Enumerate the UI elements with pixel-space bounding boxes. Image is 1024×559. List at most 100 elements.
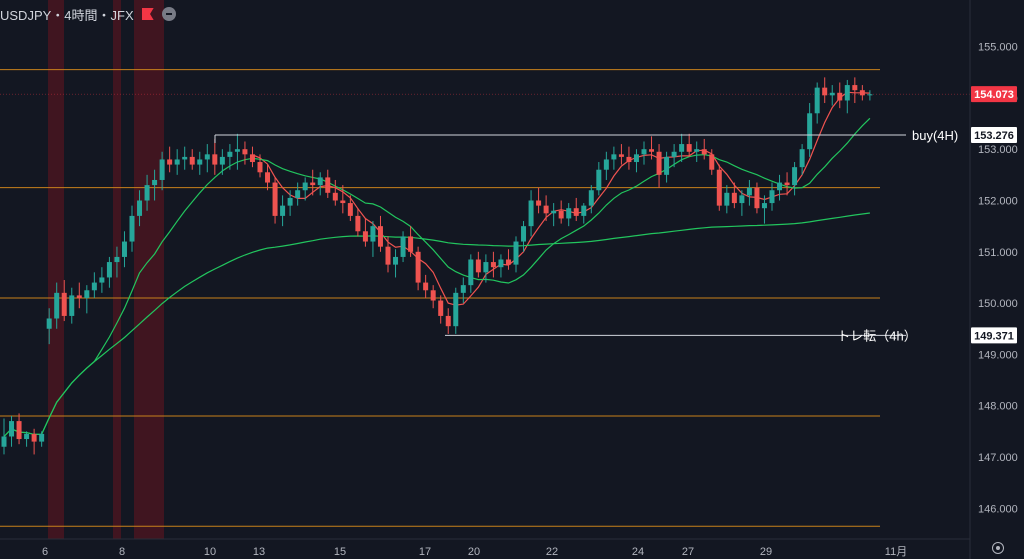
candle-body[interactable] bbox=[182, 156, 188, 160]
candle-body[interactable] bbox=[528, 200, 534, 227]
candle-body[interactable] bbox=[460, 285, 466, 293]
candle-body[interactable] bbox=[257, 162, 263, 173]
candle-body[interactable] bbox=[347, 203, 353, 216]
candle-body[interactable] bbox=[340, 200, 346, 204]
candle-body[interactable] bbox=[204, 154, 210, 160]
candle-body[interactable] bbox=[490, 262, 496, 268]
candle-body[interactable] bbox=[167, 159, 173, 165]
candle-body[interactable] bbox=[859, 90, 865, 96]
candle-body[interactable] bbox=[69, 295, 75, 316]
candle-body[interactable] bbox=[234, 149, 240, 152]
candle-body[interactable] bbox=[603, 159, 609, 170]
candle-body[interactable] bbox=[626, 156, 632, 163]
candle-body[interactable] bbox=[505, 259, 511, 265]
candle-body[interactable] bbox=[596, 169, 602, 191]
candle-body[interactable] bbox=[701, 149, 707, 155]
candle-body[interactable] bbox=[769, 190, 775, 204]
candle-body[interactable] bbox=[377, 226, 383, 247]
candle-body[interactable] bbox=[656, 151, 662, 175]
candle-body[interactable] bbox=[121, 241, 127, 257]
candle-body[interactable] bbox=[649, 149, 655, 152]
candle-body[interactable] bbox=[777, 182, 783, 191]
candle-body[interactable] bbox=[227, 151, 233, 157]
candle-body[interactable] bbox=[731, 192, 737, 204]
candle-body[interactable] bbox=[317, 177, 323, 186]
symbol-title[interactable]: USDJPY・4時間・JFX bbox=[0, 7, 134, 23]
candle-body[interactable] bbox=[325, 177, 331, 193]
candle-body[interactable] bbox=[611, 154, 617, 160]
candle-body[interactable] bbox=[513, 241, 519, 265]
candle-body[interactable] bbox=[551, 210, 557, 214]
candle-body[interactable] bbox=[558, 210, 564, 219]
candle-body[interactable] bbox=[867, 94, 873, 96]
candle-body[interactable] bbox=[423, 282, 429, 291]
candle-body[interactable] bbox=[852, 85, 858, 91]
candle-body[interactable] bbox=[754, 187, 760, 209]
candle-body[interactable] bbox=[197, 159, 203, 165]
candle-body[interactable] bbox=[822, 87, 828, 96]
candle-body[interactable] bbox=[174, 159, 180, 165]
candle-body[interactable] bbox=[152, 179, 158, 186]
candle-body[interactable] bbox=[212, 154, 218, 165]
candle-body[interactable] bbox=[664, 156, 670, 175]
candle-body[interactable] bbox=[453, 292, 459, 327]
candle-body[interactable] bbox=[792, 167, 798, 186]
candle-body[interactable] bbox=[483, 262, 489, 273]
candle-body[interactable] bbox=[475, 259, 481, 273]
candle-body[interactable] bbox=[287, 197, 293, 206]
candle-body[interactable] bbox=[400, 236, 406, 257]
reversal-price-tag-box[interactable] bbox=[971, 327, 1017, 344]
candle-body[interactable] bbox=[106, 262, 112, 278]
candle-body[interactable] bbox=[137, 200, 143, 216]
candle-body[interactable] bbox=[498, 259, 504, 268]
candle-body[interactable] bbox=[295, 190, 301, 198]
candle-body[interactable] bbox=[280, 205, 286, 216]
candle-body[interactable] bbox=[189, 156, 195, 165]
buy-price-tag-box[interactable] bbox=[971, 127, 1017, 144]
candle-body[interactable] bbox=[99, 277, 105, 283]
candle-body[interactable] bbox=[219, 156, 225, 165]
candle-body[interactable] bbox=[9, 421, 15, 437]
collapse-icon[interactable] bbox=[161, 7, 176, 21]
candle-body[interactable] bbox=[468, 259, 474, 286]
candle-body[interactable] bbox=[709, 154, 715, 170]
candle-body[interactable] bbox=[807, 113, 813, 150]
candle-body[interactable] bbox=[633, 154, 639, 163]
candle-body[interactable] bbox=[272, 182, 278, 216]
candle-body[interactable] bbox=[265, 172, 271, 183]
candle-body[interactable] bbox=[445, 315, 451, 327]
candle-body[interactable] bbox=[84, 290, 90, 298]
candle-body[interactable] bbox=[618, 154, 624, 157]
candle-body[interactable] bbox=[573, 208, 579, 216]
candle-body[interactable] bbox=[24, 433, 30, 440]
candle-body[interactable] bbox=[724, 192, 730, 206]
candle-body[interactable] bbox=[784, 182, 790, 186]
current-price-tag-box[interactable] bbox=[971, 86, 1017, 103]
candle-body[interactable] bbox=[716, 169, 722, 206]
candle-body[interactable] bbox=[686, 144, 692, 152]
candle-body[interactable] bbox=[31, 433, 37, 442]
candle-body[interactable] bbox=[54, 292, 60, 319]
candle-body[interactable] bbox=[332, 192, 338, 201]
candle-body[interactable] bbox=[543, 205, 549, 214]
candle-body[interactable] bbox=[355, 215, 361, 232]
candle-body[interactable] bbox=[521, 226, 527, 242]
candle-body[interactable] bbox=[415, 251, 421, 283]
candle-body[interactable] bbox=[76, 295, 82, 298]
candle-body[interactable] bbox=[385, 246, 391, 265]
candle-body[interactable] bbox=[46, 318, 52, 329]
candle-body[interactable] bbox=[438, 300, 444, 316]
candle-body[interactable] bbox=[814, 87, 820, 114]
candle-body[interactable] bbox=[242, 149, 248, 155]
candle-body[interactable] bbox=[114, 256, 120, 263]
candle-body[interactable] bbox=[61, 292, 67, 316]
candle-body[interactable] bbox=[1, 436, 7, 447]
candle-body[interactable] bbox=[679, 144, 685, 152]
candle-body[interactable] bbox=[746, 187, 752, 196]
candle-body[interactable] bbox=[588, 190, 594, 206]
candle-body[interactable] bbox=[393, 256, 399, 265]
candle-body[interactable] bbox=[302, 182, 308, 191]
candle-body[interactable] bbox=[581, 205, 587, 216]
candle-body[interactable] bbox=[761, 203, 767, 209]
